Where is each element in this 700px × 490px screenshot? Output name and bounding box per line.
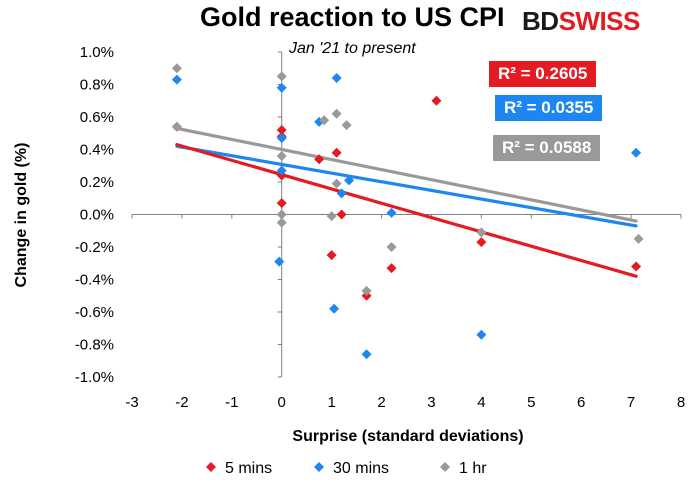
- x-tick-label: 4: [477, 394, 485, 411]
- y-tick-label: 0.0%: [80, 207, 114, 224]
- point-1-hr: [276, 209, 287, 220]
- bdswiss-logo: BDSWISS: [522, 6, 640, 37]
- y-tick-label: 0.6%: [80, 109, 114, 126]
- legend-label-30-mins: 30 mins: [333, 460, 389, 477]
- point-5-mins: [386, 263, 397, 274]
- point-30-mins: [276, 165, 287, 176]
- x-tick-label: -3: [125, 394, 138, 411]
- point-1-hr: [331, 178, 342, 189]
- point-1-hr: [361, 285, 372, 296]
- point-1-hr: [171, 121, 182, 132]
- point-1-hr: [326, 211, 337, 222]
- point-5-mins: [336, 209, 347, 220]
- legend-marker-5-mins: [206, 462, 216, 472]
- point-1-hr: [276, 217, 287, 228]
- point-1-hr: [476, 227, 487, 238]
- y-tick-label: 0.2%: [80, 174, 114, 191]
- x-tick-label: 0: [278, 394, 286, 411]
- x-tick-label: 2: [377, 394, 385, 411]
- point-30-mins: [276, 82, 287, 93]
- chart-title: Gold reaction to US CPI: [200, 2, 505, 32]
- point-5-mins: [326, 250, 337, 261]
- point-1-hr: [276, 151, 287, 161]
- logo-bd: BD: [522, 6, 559, 36]
- x-axis-title: Surprise (standard deviations): [292, 428, 523, 445]
- point-1-hr: [319, 115, 330, 126]
- logo-swiss: SWISS: [558, 6, 641, 36]
- legend-marker-1-hr: [440, 462, 450, 472]
- point-5-mins: [314, 154, 325, 165]
- x-tick-label: 7: [627, 394, 635, 411]
- point-5-mins: [276, 198, 287, 209]
- point-1-hr: [633, 233, 644, 244]
- x-tick-label: 5: [527, 394, 535, 411]
- point-30-mins: [361, 349, 372, 360]
- point-30-mins: [631, 147, 642, 158]
- point-30-mins: [171, 74, 182, 85]
- r-squared-1hr: R² = 0.0588: [493, 135, 601, 161]
- point-30-mins: [329, 303, 340, 314]
- point-1-hr: [276, 71, 287, 82]
- legend-label-5-mins: 5 mins: [225, 460, 272, 477]
- point-5-mins: [631, 261, 642, 272]
- point-30-mins: [274, 256, 285, 267]
- point-30-mins: [276, 133, 287, 144]
- x-tick-label: 8: [677, 394, 685, 411]
- y-tick-label: -0.8%: [75, 337, 114, 354]
- y-tick-label: -1.0%: [75, 369, 114, 386]
- r-squared-5mins: R² = 0.2605: [489, 61, 597, 87]
- point-5-mins: [331, 147, 342, 158]
- trendline-5-mins: [175, 143, 638, 278]
- x-tick-label: -1: [225, 394, 238, 411]
- legend-label-1-hr: 1 hr: [459, 460, 487, 477]
- point-30-mins: [336, 188, 347, 199]
- y-axis-title: Change in gold (%): [13, 143, 30, 288]
- point-30-mins: [386, 207, 397, 218]
- point-1-hr: [331, 108, 342, 119]
- point-30-mins: [344, 175, 355, 186]
- legend: 5 mins 30 mins 1 hr: [206, 460, 487, 477]
- point-1-hr: [386, 242, 397, 252]
- x-tick-label: -2: [175, 394, 188, 411]
- trendlines: [175, 126, 638, 278]
- r-squared-30mins: R² = 0.0355: [495, 95, 603, 121]
- point-30-mins: [476, 329, 487, 340]
- point-1-hr: [341, 120, 352, 131]
- x-tick-label: 1: [327, 394, 335, 411]
- tick-labels: 1.0% 0.8% 0.6% 0.4% 0.2% 0.0% -0.2% -0.4% -0.6% -…: [75, 44, 685, 411]
- point-5-mins: [276, 125, 287, 135]
- trendline-30-mins: [175, 144, 638, 228]
- y-tick-label: 1.0%: [80, 44, 114, 61]
- y-tick-label: 0.4%: [80, 142, 114, 159]
- point-1-hr: [171, 63, 182, 74]
- data-points: [171, 63, 644, 360]
- point-5-mins: [431, 95, 442, 106]
- legend-marker-30-mins: [314, 462, 324, 472]
- x-tick-label: 6: [577, 394, 585, 411]
- y-tick-label: -0.6%: [75, 304, 114, 321]
- y-tick-label: 0.8%: [80, 77, 114, 94]
- point-5-mins: [476, 237, 487, 248]
- x-tick-label: 3: [427, 394, 435, 411]
- y-tick-label: -0.4%: [75, 272, 114, 289]
- chart-subtitle: Jan '21 to present: [289, 40, 416, 57]
- y-tick-label: -0.2%: [75, 239, 114, 256]
- trendline-1-hr: [175, 126, 638, 223]
- point-30-mins: [331, 73, 342, 83]
